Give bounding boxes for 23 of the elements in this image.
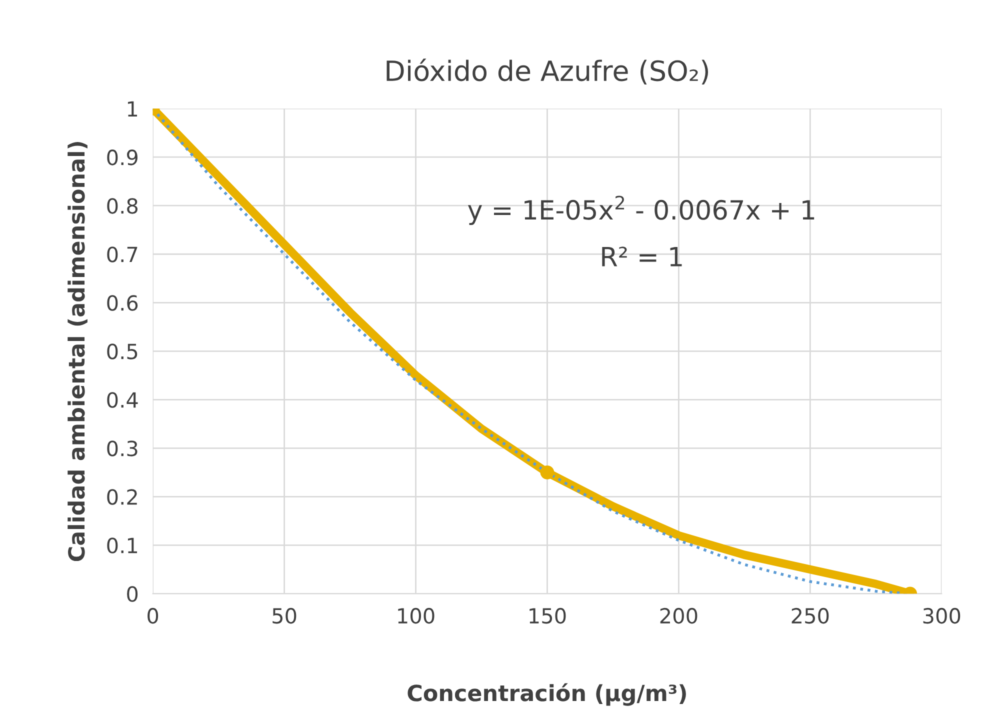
x-tick-label: 200	[660, 608, 698, 624]
y-tick-label: 0.4	[107, 392, 138, 408]
x-tick-label: 100	[398, 608, 434, 624]
chart-title: Dióxido de Azufre (SO₂)	[386, 58, 708, 84]
y-tick-label: 0	[127, 586, 138, 602]
y-tick-label: 0.9	[107, 150, 138, 166]
y-axis-title: Calidad ambiental (adimensional)	[68, 142, 88, 562]
y-tick-label: 0.6	[107, 295, 138, 311]
x-tick-label: 300	[923, 608, 960, 624]
x-tick-label: 150	[530, 608, 566, 624]
y-tick-label: 0.5	[107, 344, 138, 360]
y-tick-label: 0.1	[107, 538, 138, 554]
y-tick-label: 0.3	[107, 440, 138, 456]
x-tick-label: 0	[148, 608, 158, 624]
annotation: y = 1E-05x$^{2}$ - 0.0067x + 1	[468, 196, 814, 225]
x-axis-title: Concentración (μg/m³)	[408, 683, 686, 706]
y-tick-label: 0.7	[107, 246, 138, 262]
x-tick-label: 250	[792, 608, 829, 624]
annotation: R² = 1	[602, 246, 682, 266]
y-tick-label: 1	[128, 101, 138, 117]
x-tick-label: 50	[272, 608, 296, 624]
y-tick-label: 0.8	[107, 198, 138, 214]
y-tick-label: 0.2	[107, 489, 137, 505]
